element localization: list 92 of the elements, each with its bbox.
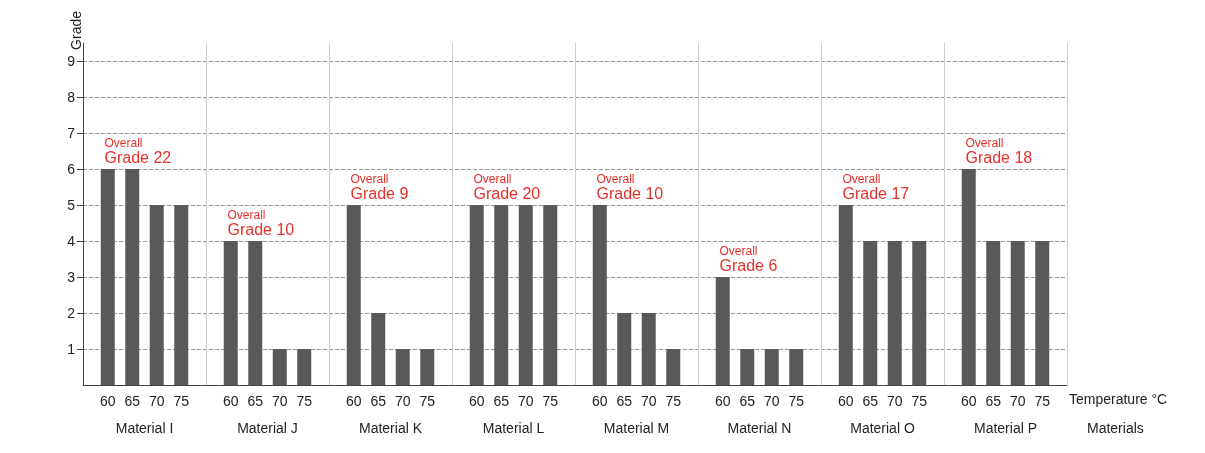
- text: 60: [837, 393, 854, 409]
- x-tick-label: Material I: [115, 420, 174, 436]
- bar: [100, 169, 115, 385]
- x-tick-label: Material N: [727, 420, 792, 436]
- text: 60: [714, 393, 731, 409]
- bar: [297, 349, 312, 385]
- bar: [666, 349, 681, 385]
- bar: [223, 241, 238, 385]
- text: 75: [296, 393, 313, 409]
- annotation: Overall Grade 6: [719, 244, 778, 274]
- bar: [740, 349, 755, 385]
- bar: [641, 313, 656, 385]
- bar: [272, 349, 287, 385]
- bar: [420, 349, 435, 385]
- text: 70: [886, 393, 903, 409]
- bar: [346, 205, 361, 385]
- text: 75: [788, 393, 805, 409]
- bar: [912, 241, 927, 385]
- text: 65: [985, 393, 1002, 409]
- bar: [494, 205, 509, 385]
- y-axis-title: Grade: [68, 10, 84, 50]
- x-tick-label: Material P: [973, 420, 1038, 436]
- y-tick-label: 7: [67, 125, 76, 141]
- bar: [395, 349, 410, 385]
- bar: [1010, 241, 1025, 385]
- x-tick-label: Material O: [850, 420, 915, 436]
- y-tick-label: 2: [67, 305, 76, 321]
- bar: [715, 277, 730, 385]
- x-tick-label: Material K: [358, 420, 423, 436]
- bar: [1035, 241, 1050, 385]
- text: 65: [739, 393, 756, 409]
- y-tick-label: 9: [67, 53, 76, 69]
- text: 70: [148, 393, 165, 409]
- bar: [469, 205, 484, 385]
- text: 75: [173, 393, 190, 409]
- bar: [986, 241, 1001, 385]
- y-tick-label: 8: [67, 89, 76, 105]
- text: 70: [1009, 393, 1026, 409]
- annotation: Overall Grade 17: [842, 172, 910, 202]
- bar: [125, 169, 140, 385]
- text: Temperature °C: [1069, 391, 1168, 407]
- text: 60: [960, 393, 977, 409]
- series-label: 65: [616, 393, 633, 409]
- annotation: Overall Grade 20: [473, 172, 541, 202]
- annotation: Overall Grade 9: [350, 172, 409, 202]
- bar: [789, 349, 804, 385]
- text: 70: [394, 393, 411, 409]
- text: 75: [1034, 393, 1051, 409]
- x-tick-label: Material L: [482, 420, 545, 436]
- text: 75: [419, 393, 436, 409]
- text: 60: [99, 393, 116, 409]
- bar: [174, 205, 189, 385]
- bar: [838, 205, 853, 385]
- series-label: 75: [542, 393, 559, 409]
- annotation: Overall Grade 22: [104, 136, 172, 166]
- text: 70: [271, 393, 288, 409]
- bar: [961, 169, 976, 385]
- series-label: 70: [517, 393, 534, 409]
- bar: [617, 313, 632, 385]
- y-tick-label: 5: [67, 197, 76, 213]
- bar: [371, 313, 386, 385]
- y-tick-label: 4: [67, 233, 76, 249]
- text: 65: [493, 393, 510, 409]
- text: 60: [468, 393, 485, 409]
- text: 75: [665, 393, 682, 409]
- bar: [887, 241, 902, 385]
- text: 65: [862, 393, 879, 409]
- y-tick-label: 6: [67, 161, 76, 177]
- text: 75: [911, 393, 928, 409]
- annotation: Overall Grade 18: [965, 136, 1033, 166]
- annotation: Overall Grade 10: [596, 172, 664, 202]
- bar: [543, 205, 558, 385]
- x-tick-label: Material M: [603, 420, 670, 436]
- text: 70: [763, 393, 780, 409]
- bar: [518, 205, 533, 385]
- y-tick-label: 3: [67, 269, 76, 285]
- text: 60: [345, 393, 362, 409]
- y-tick-label: 1: [67, 341, 76, 357]
- text: 70: [640, 393, 657, 409]
- x-tick-label: Material J: [237, 420, 298, 436]
- bar: [863, 241, 878, 385]
- annotation: Overall Grade 10: [227, 208, 295, 238]
- text: 60: [222, 393, 239, 409]
- bar: [149, 205, 164, 385]
- bar: [248, 241, 263, 385]
- text: 65: [370, 393, 387, 409]
- series-label: 60: [591, 393, 608, 409]
- text: 65: [124, 393, 141, 409]
- x-axis-title: Materials: [1087, 420, 1144, 436]
- text: 65: [247, 393, 264, 409]
- bar: [592, 205, 607, 385]
- bar: [764, 349, 779, 385]
